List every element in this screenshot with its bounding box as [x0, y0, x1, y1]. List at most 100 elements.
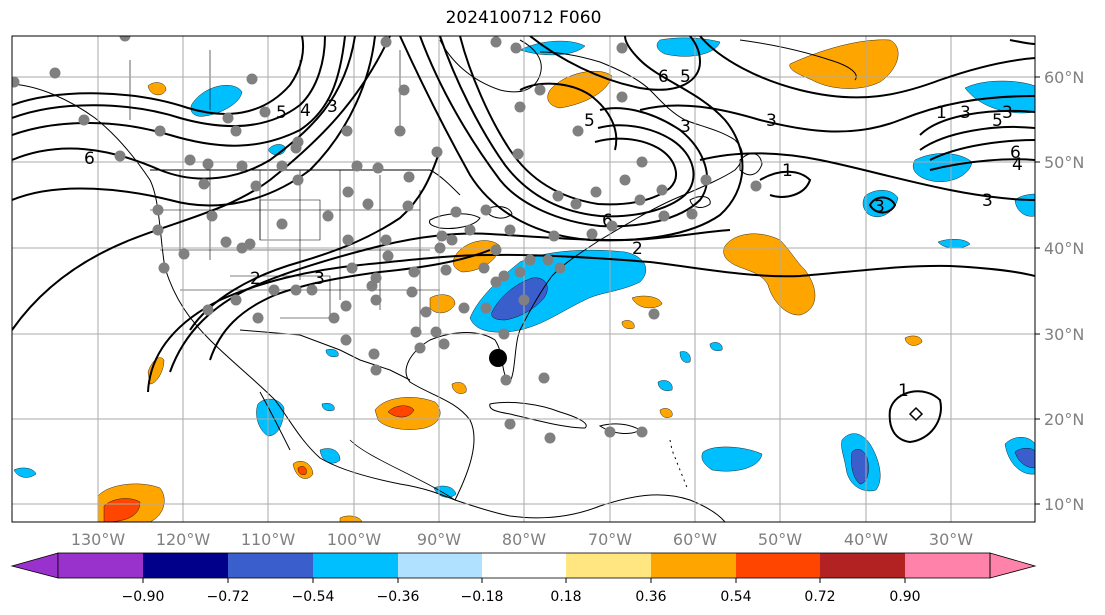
longitude-label: 130°W [71, 530, 126, 549]
anomaly-blob-orange [147, 82, 167, 96]
colorbar-tick-label: −0.18 [461, 589, 504, 605]
contour-line [699, 152, 1035, 201]
station-dot [490, 276, 502, 288]
station-dot [619, 174, 631, 186]
map-title: 2024100712 F060 [445, 8, 602, 28]
latitude-label: 60°N [1044, 68, 1084, 87]
contour-line [189, 149, 441, 331]
us-canada-border [150, 169, 461, 196]
station-dot [636, 426, 648, 438]
station-dot [246, 73, 258, 85]
longitude-label: 70°W [588, 530, 632, 549]
contour-line [12, 36, 356, 180]
contour-line [12, 36, 326, 128]
contour-line [459, 36, 677, 206]
station-dot [542, 254, 554, 266]
latitude-label: 30°N [1044, 325, 1084, 344]
station-dot [634, 194, 646, 206]
station-dot [524, 254, 536, 266]
colorbar-bin [482, 553, 566, 578]
station-dot [450, 206, 462, 218]
colorbar-tick-label: −0.54 [292, 589, 335, 605]
station-dot [700, 174, 712, 186]
anomaly-blob-orange [339, 515, 363, 522]
contour-label: 1 [782, 161, 793, 181]
station-dot [590, 186, 602, 198]
anomaly-blob-orange [147, 357, 165, 385]
station-dot [202, 158, 214, 170]
station-dot [408, 266, 420, 278]
latitude-label: 20°N [1044, 410, 1084, 429]
contour-line [639, 95, 1035, 133]
anomaly-blob-blue [657, 380, 673, 391]
anomaly-blob-blue [319, 448, 341, 464]
colorbar-bin [651, 553, 736, 578]
anomaly-blob-orange [451, 382, 467, 394]
station-dot [114, 150, 126, 162]
station-dot [220, 236, 232, 248]
latitude-label: 40°N [1044, 239, 1084, 258]
central-america [349, 439, 456, 501]
colorbar-bin [313, 553, 398, 578]
station-dot [438, 338, 450, 350]
station-dot [252, 312, 264, 324]
colorbar-extend-high [989, 552, 1037, 579]
station-dot [498, 270, 510, 282]
station-dot [548, 230, 560, 242]
contour-label: 3 [766, 111, 777, 131]
anomaly-blob-blue [321, 403, 335, 411]
anomaly-blob-orange [659, 408, 673, 418]
anomaly-blob-orangered [297, 466, 307, 475]
contour-label: 5 [584, 111, 595, 131]
contour-label: 3 [960, 103, 971, 123]
station-dot [394, 125, 406, 137]
longitude-label: 120°W [156, 530, 211, 549]
contour-line [759, 170, 812, 198]
colorbar-bin [58, 553, 143, 578]
colorbar-tick-label: −0.72 [207, 589, 250, 605]
hudson-bay [439, 39, 542, 93]
latitude-label: 50°N [1044, 153, 1084, 172]
station-dot [431, 146, 443, 158]
anomaly-blob-orange [621, 320, 635, 329]
station-dot [380, 36, 392, 48]
station-dot [656, 184, 668, 196]
anomaly-blob-blue [325, 349, 339, 357]
contour-line [147, 253, 1035, 393]
map-frame [11, 35, 1036, 523]
colorbar-bin [566, 553, 651, 578]
station-dot [341, 125, 353, 137]
map-content: 6 5 4 3 2 3 6 5 3 5 6 2 1 3 1 3 5 3 6 4 … [12, 36, 1035, 522]
station-dot [686, 208, 698, 220]
station-dot [206, 210, 218, 222]
station-dot [119, 36, 131, 42]
contour-line [529, 36, 702, 91]
anomaly-blob-royal [851, 449, 869, 485]
station-dot [342, 234, 354, 246]
contour-line [699, 36, 1035, 99]
station-dot [328, 312, 340, 324]
station-dot [504, 224, 516, 236]
station-dot [184, 154, 196, 166]
colorbar-extend-low [10, 552, 59, 579]
latitude-label: 10°N [1044, 495, 1084, 514]
station-dot [440, 264, 452, 276]
anomaly-blob-blue [256, 398, 285, 437]
colorbar-tick-label: 0.36 [635, 589, 666, 605]
colorbar-bin [736, 553, 820, 578]
north-america-east-coast [405, 51, 743, 501]
colorbar-bin [398, 553, 482, 578]
contour-label: 3 [982, 191, 993, 211]
contour-label: 5 [992, 111, 1003, 131]
station-dot [230, 294, 242, 306]
colorbar-bin [905, 553, 990, 578]
colorbar-bin [143, 553, 228, 578]
station-dot [236, 160, 248, 172]
station-dot [510, 42, 522, 54]
station-dot [398, 84, 410, 96]
station-dot [572, 125, 584, 137]
station-dot [276, 160, 288, 172]
station-dot [292, 136, 304, 148]
colorbar-bin [820, 553, 905, 578]
